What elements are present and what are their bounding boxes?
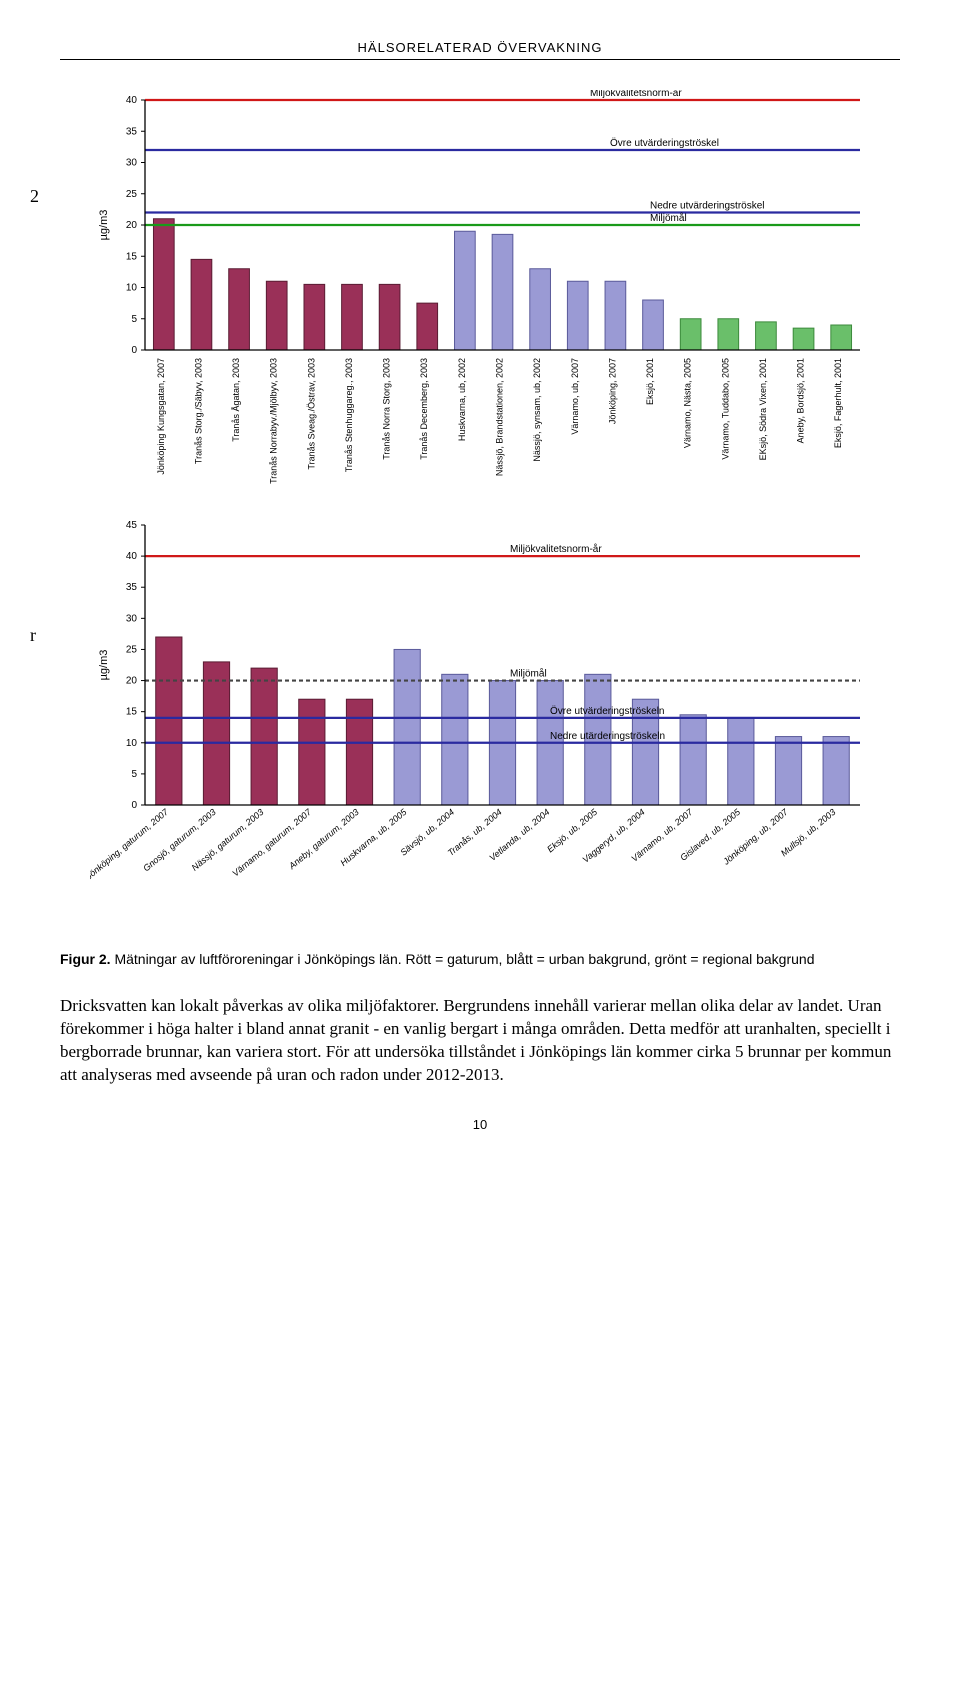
chart2-svg: 0 5 10 15 20 25 30 35 40 45 µg/m3 Miljökvalitetsnor… [90, 515, 870, 920]
svg-text:Tranås Decemberg, 2003: Tranås Decemberg, 2003 [419, 358, 429, 460]
svg-text:Miljömål: Miljömål [510, 668, 547, 680]
svg-text:Nässjö, Brandstationen, 2002: Nässjö, Brandstationen, 2002 [495, 358, 505, 476]
svg-text:Värnamo, gaturum, 2007: Värnamo, gaturum, 2007 [230, 806, 313, 878]
svg-text:5: 5 [131, 769, 137, 780]
svg-text:10: 10 [126, 283, 138, 294]
page-number: 10 [60, 1117, 900, 1132]
chart1-block: 2 0510152025303540µg/m3Miljökvalitetsnor… [60, 90, 900, 485]
svg-text:25: 25 [126, 644, 138, 655]
svg-text:Tranås Norra Storg, 2003: Tranås Norra Storg, 2003 [382, 358, 392, 460]
svg-text:35: 35 [126, 582, 138, 593]
svg-text:Övre utvärderingströskel: Övre utvärderingströskel [610, 137, 719, 149]
svg-text:Eksjö, Fagerhult, 2001: Eksjö, Fagerhult, 2001 [833, 358, 843, 448]
svg-text:Värnamo, Nästa, 2005: Värnamo, Nästa, 2005 [683, 358, 693, 448]
svg-text:Tranås Ågatan, 2003: Tranås Ågatan, 2003 [231, 358, 241, 442]
svg-text:Eksjö, 2001: Eksjö, 2001 [645, 358, 655, 405]
chart1-rownum: 2 [30, 186, 39, 207]
svg-text:µg/m3: µg/m3 [98, 210, 110, 241]
svg-text:Nässjö, synsam, ub, 2002: Nässjö, synsam, ub, 2002 [532, 358, 542, 462]
svg-text:Nedre utärderingströskeln: Nedre utärderingströskeln [550, 731, 665, 742]
doc-header: HÄLSORELATERAD ÖVERVAKNING [60, 40, 900, 55]
svg-text:20: 20 [126, 676, 138, 687]
svg-text:Miljökvalitetsnorm-år: Miljökvalitetsnorm-år [590, 90, 682, 99]
svg-text:Nedre utvärderingströskel: Nedre utvärderingströskel [650, 201, 765, 212]
header-rule [60, 59, 900, 60]
svg-text:Tranås Storg./Säbyv, 2003: Tranås Storg./Säbyv, 2003 [193, 358, 203, 464]
chart2-block: r 051015202530354045µg/m3Miljökvalitetsn… [60, 515, 900, 920]
svg-text:EKsjö, Södra Vixen, 2001: EKsjö, Södra Vixen, 2001 [758, 358, 768, 460]
svg-text:25: 25 [126, 189, 138, 200]
svg-text:Jönköping Kungsgatan, 2007: Jönköping Kungsgatan, 2007 [156, 358, 166, 475]
caption-text: Mätningar av luftföroreningar i Jönköpin… [111, 951, 815, 967]
svg-text:35: 35 [126, 126, 138, 137]
body-paragraph: Dricksvatten kan lokalt påverkas av olik… [60, 995, 900, 1087]
figure-caption: Figur 2. Mätningar av luftföroreningar i… [60, 950, 900, 969]
svg-text:30: 30 [126, 613, 138, 624]
svg-text:Värnamo, ub, 2007: Värnamo, ub, 2007 [570, 358, 580, 435]
svg-text:15: 15 [126, 251, 138, 262]
svg-text:Övre utvärderingströskeln: Övre utvärderingströskeln [550, 705, 665, 717]
svg-text:15: 15 [126, 707, 138, 718]
svg-text:0: 0 [131, 800, 137, 811]
caption-bold: Figur 2. [60, 951, 111, 967]
svg-text:Aneby, Bordsjö, 2001: Aneby, Bordsjö, 2001 [796, 358, 806, 443]
svg-text:5: 5 [131, 314, 137, 325]
svg-text:Värnamo, Tuddabo, 2005: Värnamo, Tuddabo, 2005 [720, 358, 730, 460]
svg-text:Jönköping, gaturum, 2007: Jönköping, gaturum, 2007 [90, 806, 171, 882]
chart2-rownum: r [30, 625, 36, 646]
svg-text:30: 30 [126, 158, 138, 169]
svg-text:40: 40 [126, 551, 138, 562]
svg-text:Huskvarna, ub, 2002: Huskvarna, ub, 2002 [457, 358, 467, 441]
svg-text:Miljömål: Miljömål [650, 212, 687, 224]
svg-text:40: 40 [126, 95, 138, 106]
svg-text:Miljökvalitetsnorm-år: Miljökvalitetsnorm-år [510, 543, 602, 555]
svg-text:20: 20 [126, 220, 138, 231]
svg-text:45: 45 [126, 520, 138, 531]
svg-text:Jönköping, 2007: Jönköping, 2007 [607, 358, 617, 424]
svg-text:Tranås Stenhuggareg., 2003: Tranås Stenhuggareg., 2003 [344, 358, 354, 472]
svg-text:Tranås Norrabyv./Mjölbyv, 2003: Tranås Norrabyv./Mjölbyv, 2003 [269, 358, 279, 484]
chart1-svg: 0 5 10 15 20 25 30 35 40 µg/m3 Miljökvalitetsnorm-… [90, 90, 870, 485]
svg-text:10: 10 [126, 738, 138, 749]
svg-text:0: 0 [131, 345, 137, 356]
svg-text:Tranås Sveag./Östrav, 2003: Tranås Sveag./Östrav, 2003 [306, 358, 316, 470]
svg-text:µg/m3: µg/m3 [98, 650, 110, 681]
